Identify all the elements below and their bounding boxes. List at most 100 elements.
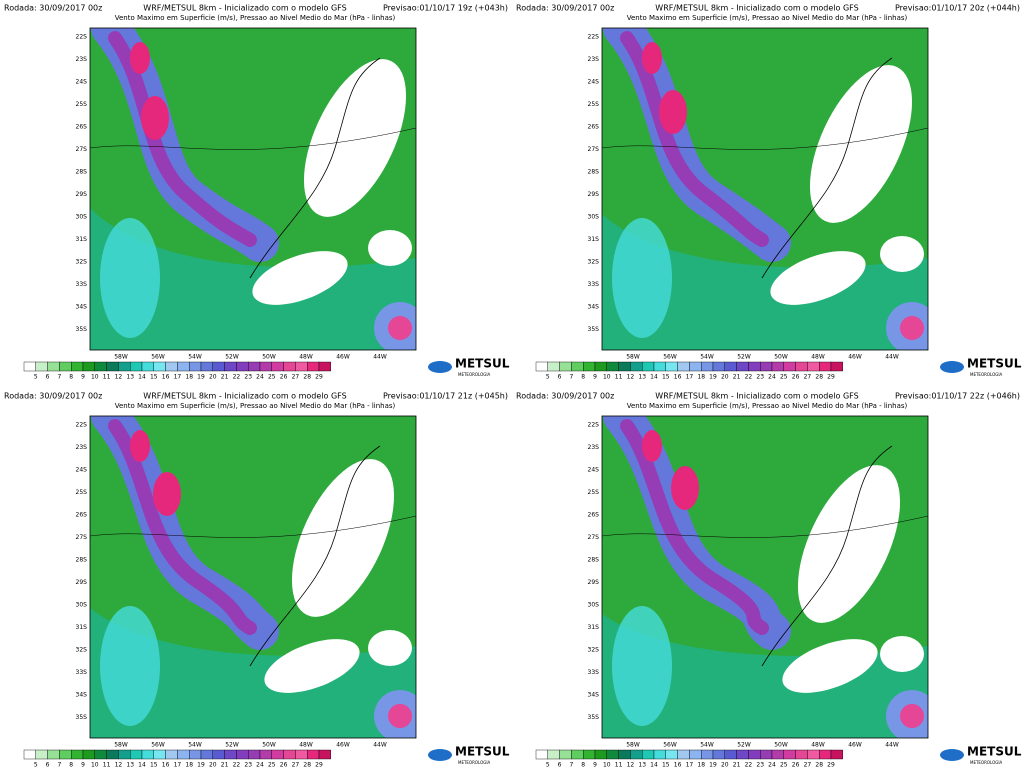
colorbar-label: 22 (745, 374, 753, 381)
panel-title: WRF/METSUL 8km - Inicializado com o mode… (655, 4, 858, 13)
colorbar-swatch (153, 361, 166, 372)
colorbar-label: 25 (780, 374, 788, 381)
lon-label: 58W (626, 742, 640, 749)
colorbar-swatch (224, 749, 237, 760)
colorbar-swatch (724, 361, 737, 372)
coastline (249, 57, 381, 279)
lat-label: 22S (76, 34, 88, 41)
cyclone-core (900, 704, 924, 728)
colorbar-label: 11 (103, 762, 111, 769)
lon-label: 44W (373, 354, 387, 361)
lat-label: 34S (76, 304, 88, 311)
colorbar-swatch (630, 361, 643, 372)
colorbar-label: 12 (115, 374, 123, 381)
lat-label: 28S (588, 557, 600, 564)
lat-label: 23S (76, 444, 88, 451)
colorbar-swatch (118, 361, 131, 372)
lon-label: 44W (373, 742, 387, 749)
colorbar-swatch (712, 749, 726, 760)
colorbar-label: 22 (233, 374, 241, 381)
lat-label: 22S (588, 422, 600, 429)
lon-label: 54W (188, 354, 202, 361)
lon-label: 52W (225, 742, 239, 749)
colorbar-swatch (82, 361, 96, 372)
gust-core (130, 430, 150, 462)
lon-label: 58W (114, 742, 128, 749)
lat-label: 27S (588, 146, 600, 153)
colorbar-label: 21 (733, 374, 741, 381)
colorbar-swatch (23, 361, 37, 372)
lat-label: 30S (588, 214, 600, 221)
colorbar-label: 5 (34, 374, 38, 381)
lat-label: 27S (76, 534, 88, 541)
colorbar-swatch (23, 749, 37, 760)
lon-label: 58W (626, 354, 640, 361)
lon-label: 48W (811, 742, 825, 749)
colorbar-label: 29 (827, 762, 835, 769)
lon-label: 44W (885, 742, 899, 749)
calm-area (264, 639, 360, 693)
colorbar-label: 16 (674, 374, 682, 381)
colorbar-label: 29 (827, 374, 835, 381)
colorbar-label: 19 (709, 374, 717, 381)
colorbar-label: 20 (209, 762, 217, 769)
colorbar-label: 12 (627, 762, 635, 769)
colorbar-swatch (318, 361, 332, 372)
colorbar-swatch (535, 361, 549, 372)
colorbar-swatch (771, 361, 785, 372)
colorbar-swatch (165, 361, 178, 372)
coastline (761, 57, 893, 279)
colorbar-swatch (70, 361, 84, 372)
logo-tagline: METEOROLOGIA (970, 372, 1003, 377)
lat-label: 27S (588, 534, 600, 541)
colorbar-label: 27 (804, 762, 812, 769)
colorbar-label: 11 (615, 762, 623, 769)
colorbar-label: 24 (768, 762, 776, 769)
colorbar-swatch (559, 361, 572, 372)
lat-label: 25S (76, 489, 88, 496)
lat-label: 24S (588, 79, 600, 86)
lat-label: 31S (76, 236, 88, 243)
colorbar-swatch (153, 749, 166, 760)
colorbar-swatch (700, 361, 714, 372)
colorbar-label: 28 (815, 374, 823, 381)
lat-label: 23S (76, 56, 88, 63)
colorbar-swatch (59, 749, 72, 760)
colorbar-label: 23 (244, 374, 252, 381)
run-label: Rodada: 30/09/2017 00z (4, 4, 102, 13)
colorbar-label: 17 (686, 762, 694, 769)
lat-label: 25S (76, 101, 88, 108)
sea-teal (90, 208, 416, 350)
lon-label: 44W (885, 354, 899, 361)
coastline (761, 445, 893, 667)
logo-name: METSUL (967, 745, 1022, 759)
sea-teal (602, 614, 928, 738)
colorbar-swatch (271, 749, 284, 760)
lon-label: 52W (737, 354, 751, 361)
colorbar-label: 26 (280, 762, 288, 769)
colorbar-label: 6 (558, 374, 562, 381)
lon-label: 46W (848, 742, 862, 749)
colorbar-label: 16 (674, 762, 682, 769)
colorbar-label: 24 (768, 374, 776, 381)
colorbar-swatch (665, 749, 678, 760)
coastline (249, 445, 381, 667)
colorbar-swatch (736, 361, 749, 372)
colorbar-swatch (736, 749, 749, 760)
forecast-label: Previsao:01/10/17 21z (+045h) (383, 392, 508, 401)
colorbar-swatch (307, 749, 320, 760)
colorbar-swatch (653, 361, 667, 372)
colorbar-swatch (641, 361, 655, 372)
colorbar-label: 17 (174, 762, 182, 769)
colorbar-swatch (689, 361, 702, 372)
colorbar-swatch (830, 749, 844, 760)
lat-label: 33S (588, 281, 600, 288)
colorbar-label: 7 (569, 762, 573, 769)
colorbar-swatch (295, 361, 308, 372)
panel-title: WRF/METSUL 8km - Inicializado com o mode… (143, 392, 346, 401)
colorbar-swatch (106, 361, 119, 372)
colorbar-label: 29 (315, 762, 323, 769)
colorbar-swatch (35, 361, 48, 372)
colorbar-swatch (748, 361, 761, 372)
colorbar-label: 28 (815, 762, 823, 769)
